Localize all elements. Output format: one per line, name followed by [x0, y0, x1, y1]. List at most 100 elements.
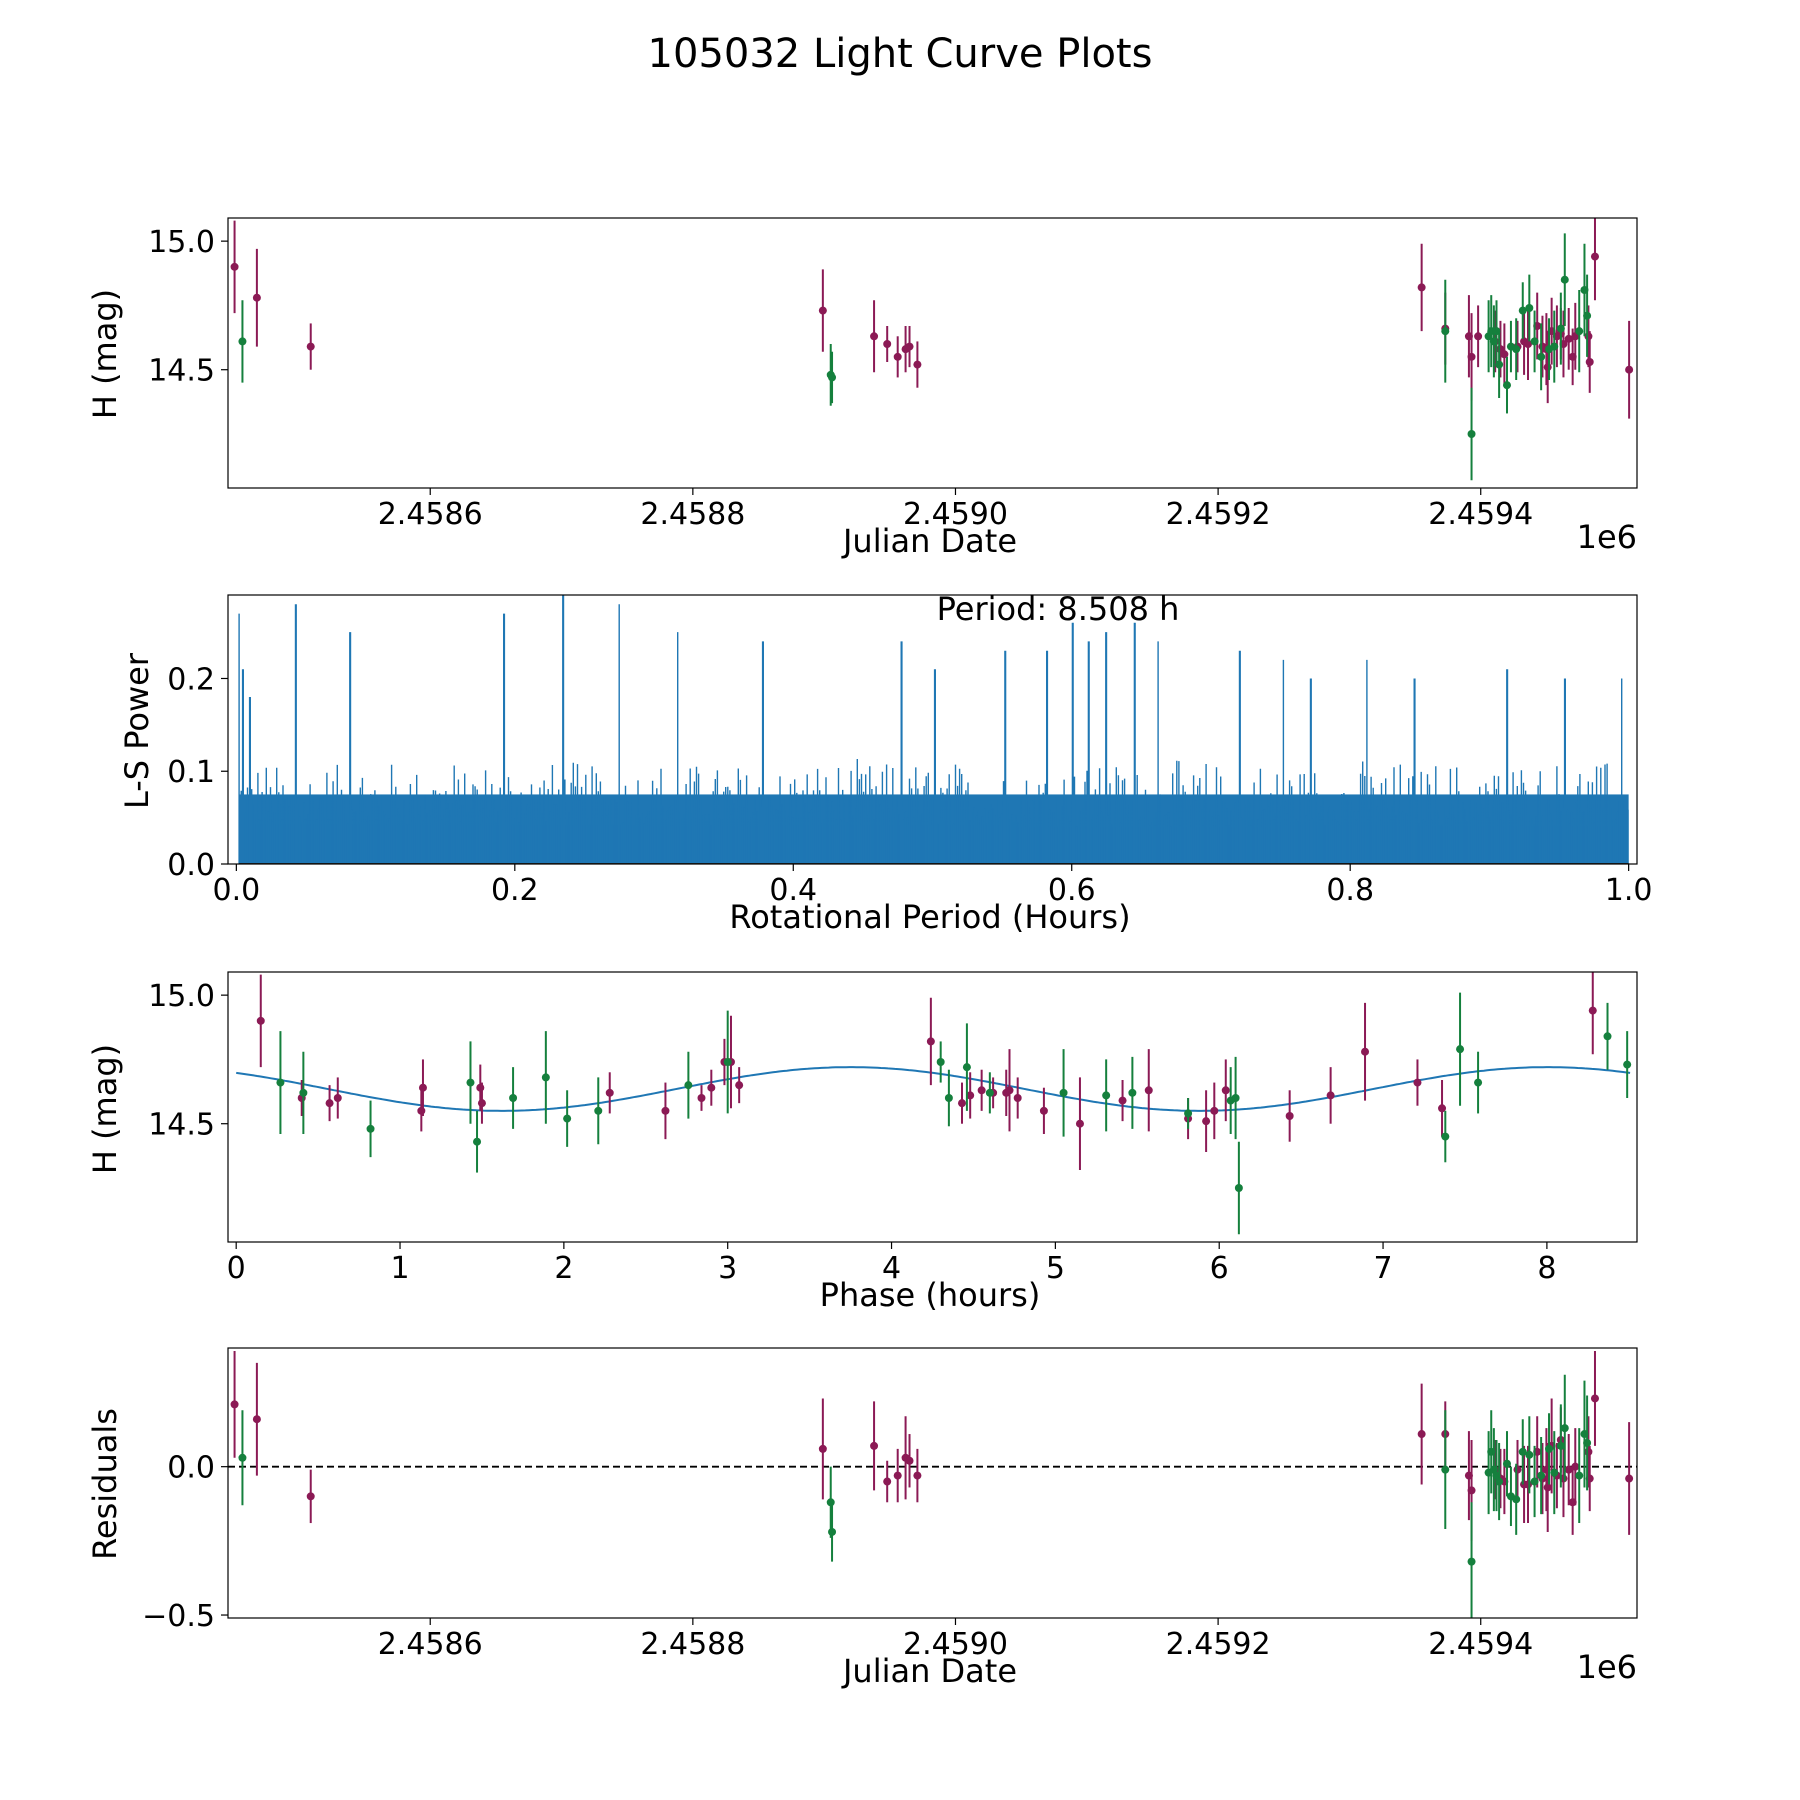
- band_2-point: [1560, 275, 1569, 284]
- band_1-point: [1474, 332, 1483, 341]
- band_1-point: [883, 1477, 892, 1486]
- x-tick-label: 0: [227, 1251, 246, 1286]
- band_2-point: [944, 1094, 953, 1102]
- band_1-point: [707, 1083, 716, 1092]
- band_2-point: [1525, 304, 1534, 312]
- y-tick-label: −0.5: [142, 1599, 215, 1634]
- band_2-point: [366, 1124, 375, 1133]
- band_1-point: [1075, 1119, 1084, 1128]
- band_2-point: [1441, 1132, 1450, 1141]
- band_1-point: [735, 1081, 744, 1090]
- y-tick-label: 14.5: [148, 354, 215, 389]
- y-tick-label: 15.0: [148, 979, 215, 1014]
- band_2-point: [1575, 1471, 1584, 1480]
- y-tick-label: 0.1: [167, 755, 215, 790]
- band_1-point: [252, 293, 261, 302]
- band_1-point: [476, 1083, 485, 1092]
- x-tick-label: 2.4590: [903, 1627, 1008, 1662]
- y-tick-label: 0.0: [167, 848, 215, 883]
- band_2-point: [1456, 1045, 1465, 1054]
- band_2-point: [1550, 342, 1559, 351]
- band_2-point: [1525, 1450, 1534, 1459]
- band_2-point: [1537, 352, 1546, 361]
- x-tick-label: 2.4590: [903, 497, 1008, 532]
- band_2-point: [1530, 1477, 1539, 1486]
- band_1-point: [1144, 1086, 1153, 1095]
- band_2-point: [1575, 327, 1584, 336]
- band_2-point: [828, 1527, 837, 1536]
- axes-frame: [227, 594, 1638, 865]
- band_1-point: [1584, 1447, 1593, 1456]
- x-tick-label: 2.4586: [378, 497, 483, 532]
- band_1-point: [1413, 1078, 1422, 1087]
- phase-folded-points: [227, 971, 1638, 1243]
- band_2-point: [594, 1106, 603, 1115]
- periodogram-panel: 0.0 0.2 0.4 0.6 0.8 1.0 0.0 0.1 0.2 Period: 8.50…: [118, 590, 1653, 936]
- band_1-point: [1210, 1106, 1219, 1115]
- band_2-point: [1550, 1468, 1559, 1477]
- band_2-point: [1560, 1424, 1569, 1433]
- x-tick-label: 2.4588: [640, 1627, 745, 1662]
- band_1-point: [905, 342, 914, 351]
- band_1-point: [818, 1444, 827, 1453]
- band_2-point: [1059, 1088, 1068, 1097]
- periodogram-axes: 0.0 0.2 0.4 0.6 0.8 1.0 0.0 0.1 0.2: [167, 662, 1652, 908]
- band_1-point: [1013, 1094, 1022, 1102]
- band_2-point: [1231, 1094, 1240, 1102]
- band_1-point: [1543, 363, 1552, 372]
- periodogram-power-lines: [227, 594, 1638, 865]
- band_2-point: [1502, 1459, 1511, 1468]
- x-tick-label: 0.0: [212, 873, 260, 908]
- band_2-point: [1467, 1557, 1476, 1566]
- light-curve-panel: 2.4586 2.4588 2.4590 2.4592 2.4594 14.5 15.0 J…: [86, 217, 1638, 560]
- band_2-point: [936, 1058, 945, 1066]
- band_1-point: [306, 1492, 315, 1501]
- axes-frame: [227, 1347, 1638, 1619]
- band_1-point: [1005, 1086, 1014, 1095]
- x-tick-label: 4: [882, 1251, 901, 1286]
- band_1-point: [1118, 1096, 1127, 1105]
- x-tick-label: 1: [390, 1251, 409, 1286]
- x-tick-label: 0.2: [491, 873, 539, 908]
- band_2-point: [962, 1063, 971, 1072]
- band_2-point: [1518, 1447, 1527, 1456]
- phase-folded-xlabel: Phase (hours): [820, 1276, 1041, 1314]
- band_2-point: [473, 1137, 482, 1146]
- band_2-point: [509, 1094, 518, 1102]
- x-tick-label: 2: [554, 1251, 573, 1286]
- x-tick-label: 2.4586: [378, 1627, 483, 1662]
- residuals-points: [227, 1347, 1638, 1619]
- band_2-point: [1234, 1184, 1243, 1192]
- phase-folded-ylabel: H (mag): [86, 1044, 124, 1174]
- band_1-point: [1438, 1104, 1447, 1113]
- band_1-point: [325, 1099, 334, 1108]
- band_2-point: [1583, 1438, 1592, 1447]
- band_2-point: [1512, 345, 1521, 354]
- band_1-point: [870, 1441, 879, 1450]
- periodogram-xlabel: Rotational Period (Hours): [729, 898, 1130, 936]
- band_1-point: [893, 352, 902, 361]
- band_1-point: [418, 1083, 427, 1092]
- band_1-point: [905, 1456, 914, 1465]
- residuals-xlabel: Julian Date: [841, 1652, 1017, 1690]
- x-tick-label: 7: [1374, 1251, 1393, 1286]
- band_1-point: [252, 1415, 261, 1424]
- band_1-point: [1564, 1465, 1573, 1474]
- band_1-point: [1221, 1086, 1230, 1095]
- x-tick-label: 2.4594: [1428, 1627, 1533, 1662]
- band_1-point: [1500, 350, 1509, 359]
- band_1-point: [1625, 365, 1634, 374]
- band_2-point: [563, 1114, 572, 1123]
- y-tick-label: 14.5: [148, 1108, 215, 1143]
- band_1-point: [306, 342, 315, 351]
- band_1-point: [1588, 1006, 1597, 1015]
- band_2-point: [1502, 381, 1511, 390]
- band_2-point: [1623, 1060, 1632, 1069]
- x-tick-label: 2.4594: [1428, 497, 1533, 532]
- band_1-point: [1590, 252, 1599, 261]
- x-tick-label: 1.0: [1605, 873, 1653, 908]
- x-tick-label: 8: [1537, 1251, 1556, 1286]
- light-curve-points: [227, 217, 1638, 489]
- y-tick-label: 15.0: [148, 225, 215, 260]
